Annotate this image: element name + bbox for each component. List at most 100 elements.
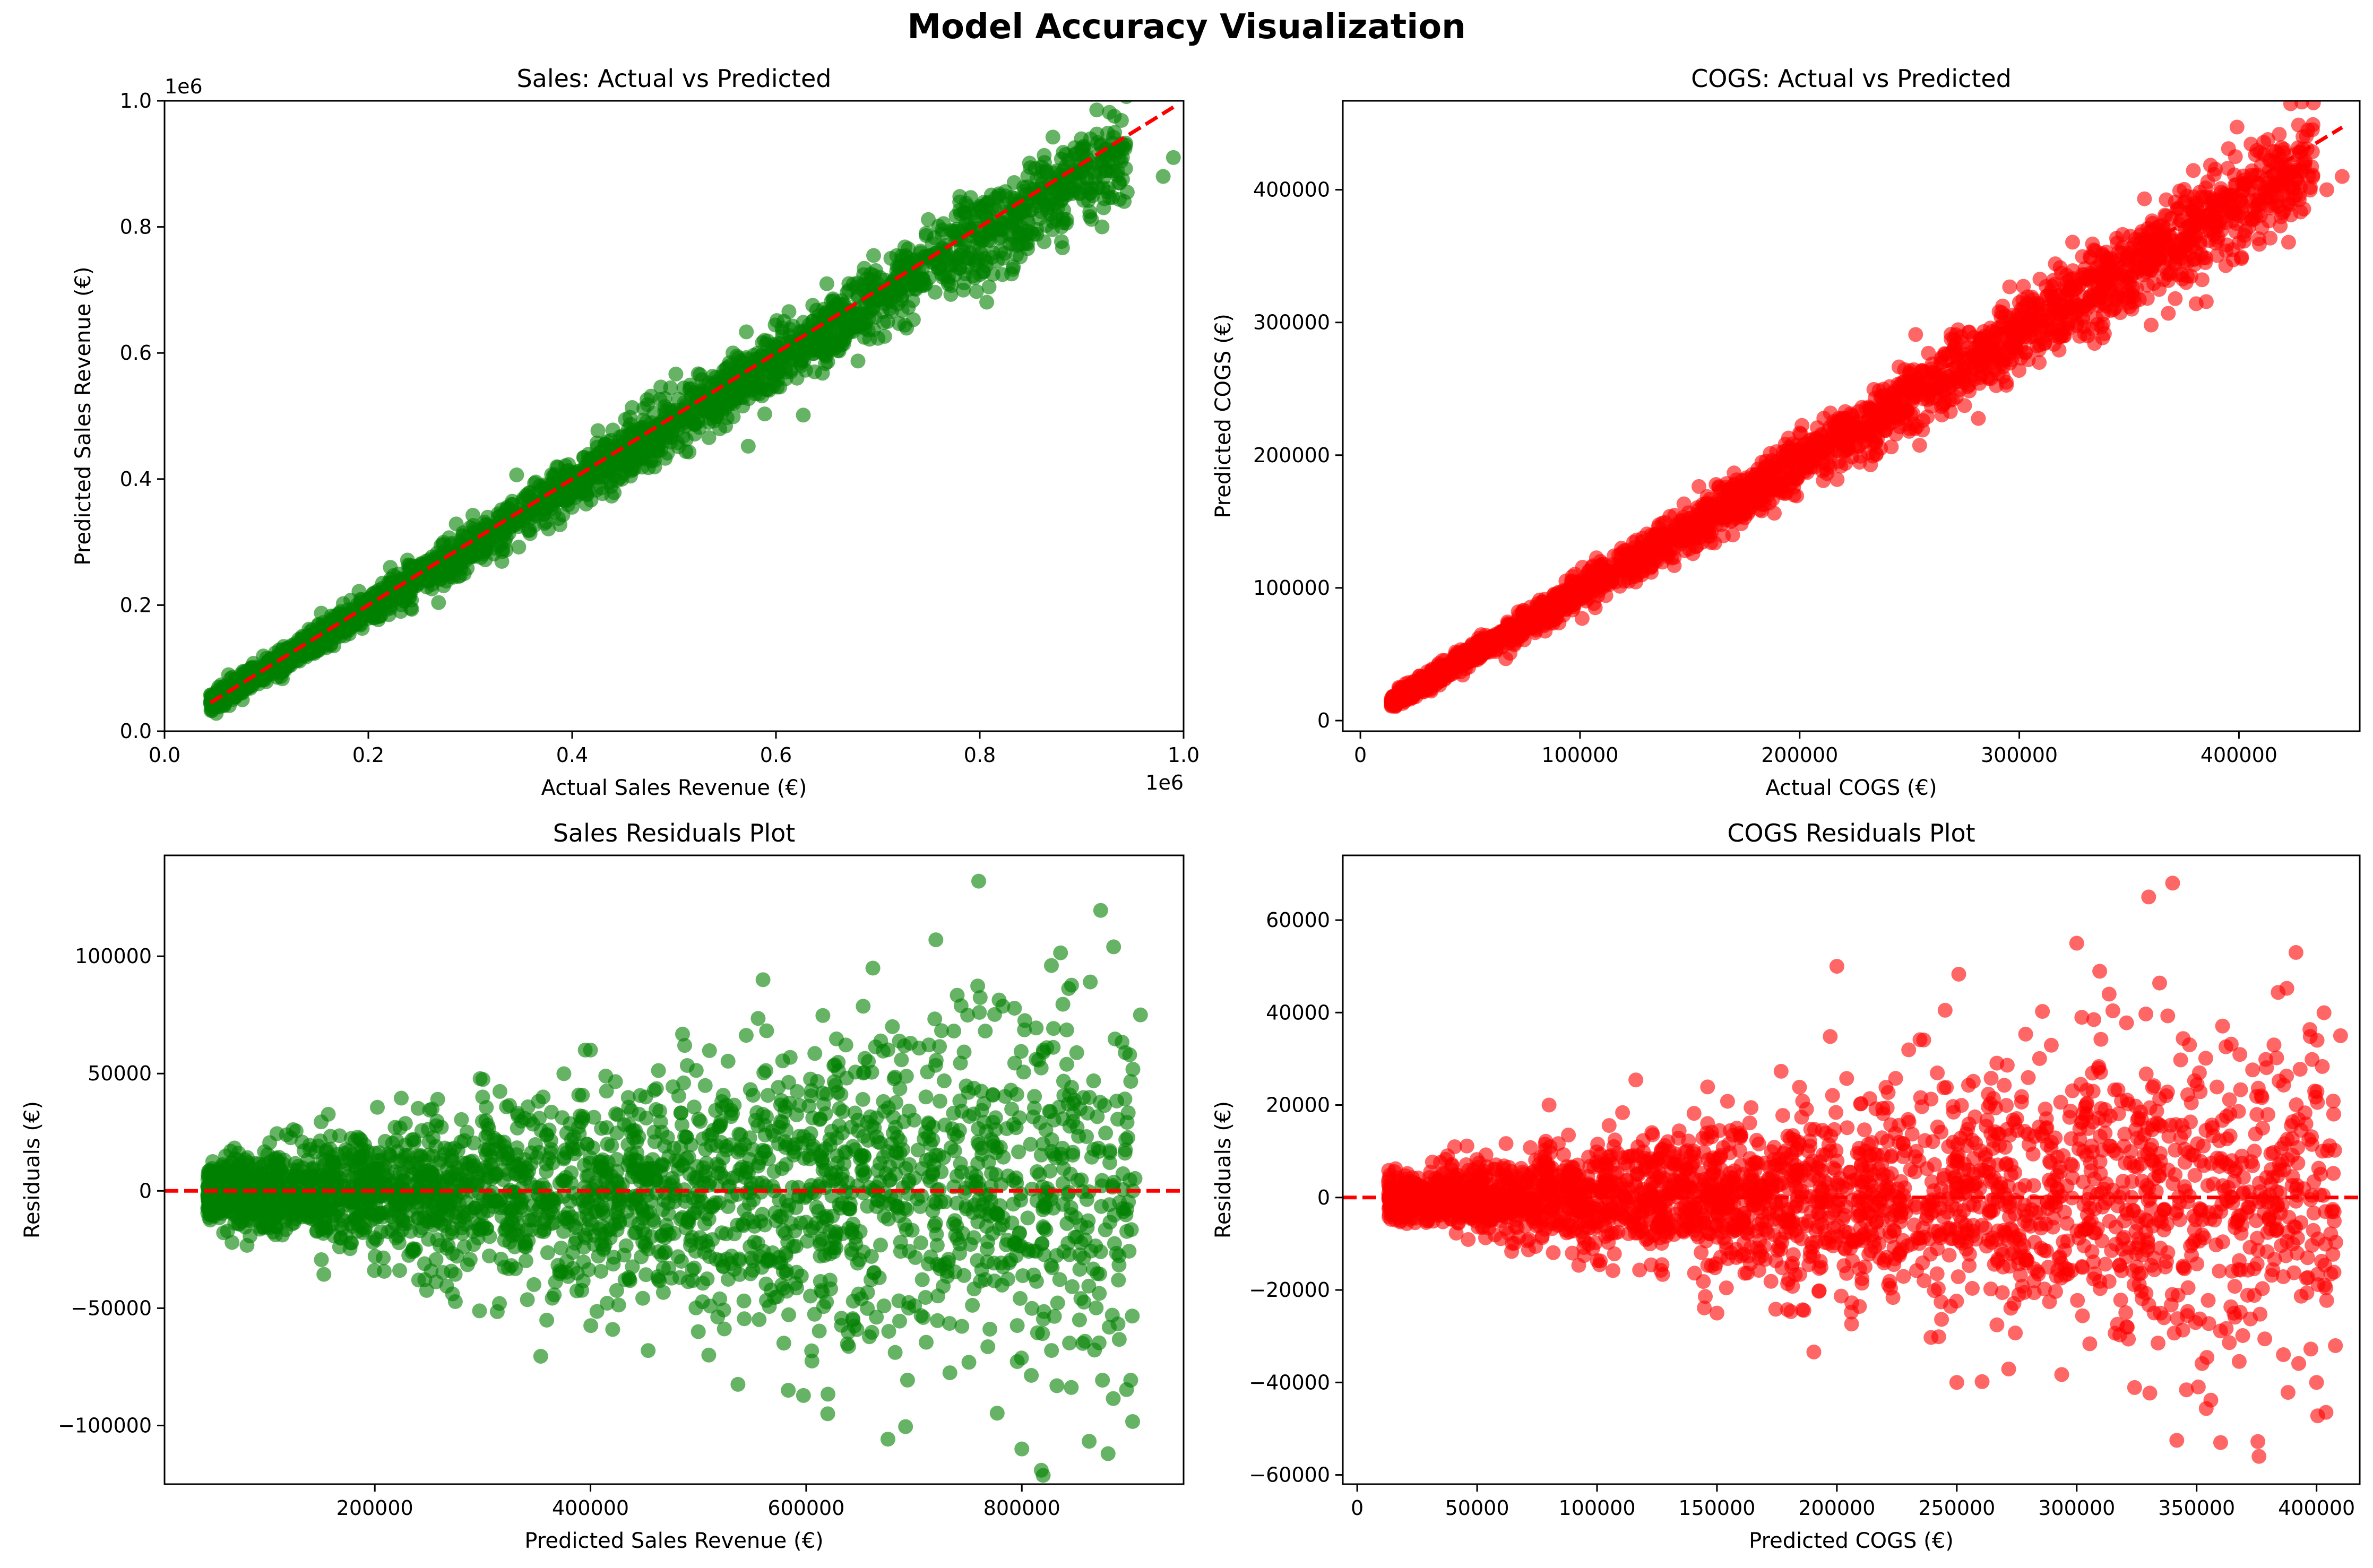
data-point xyxy=(2141,889,2156,905)
data-point xyxy=(1133,1007,1148,1023)
data-point xyxy=(1396,689,1412,704)
x-tick-label: 0.6 xyxy=(760,743,792,767)
x-tick-label: 400000 xyxy=(2201,743,2277,767)
y-tick-label: 0.2 xyxy=(120,593,152,617)
data-point xyxy=(2275,182,2291,197)
subplot-title: COGS: Actual vs Predicted xyxy=(1691,64,2012,93)
x-tick-label: 0 xyxy=(1354,743,1367,767)
y-tick-label: −50000 xyxy=(71,1296,152,1320)
x-tick-label: 200000 xyxy=(336,1496,413,1520)
x-tick-label: 0.4 xyxy=(556,743,588,767)
data-point xyxy=(1054,175,1069,190)
y-tick-label: −40000 xyxy=(1249,1371,1330,1394)
plot-area-sales_scatter xyxy=(203,101,1181,721)
subplot-sales_residuals: 200000 400000 600000 800000 −100000 −50000 0 50… xyxy=(20,819,1185,1553)
y-axis-label: Predicted Sales Revenue (€) xyxy=(71,266,96,565)
figure-title: Model Accuracy Visualization xyxy=(907,7,1466,47)
axes-frame xyxy=(163,100,1185,732)
data-point xyxy=(2213,1435,2228,1450)
data-point xyxy=(367,1230,383,1245)
data-point xyxy=(748,352,763,367)
data-point xyxy=(971,873,986,889)
data-point xyxy=(2333,1028,2348,1043)
x-tick-label: 0 xyxy=(1351,1496,1364,1520)
x-tick-label: 150000 xyxy=(1678,1496,1755,1520)
data-point xyxy=(1155,169,1171,184)
x-tick-label: 0.8 xyxy=(964,743,996,767)
x-axis-label: Actual COGS (€) xyxy=(1765,776,1937,800)
data-point xyxy=(1166,150,1181,165)
data-point xyxy=(820,1406,835,1422)
axes-frame xyxy=(1342,854,2361,1485)
axes-frame xyxy=(163,854,1185,1485)
data-point xyxy=(1748,467,1763,483)
y-tick-label: 50000 xyxy=(88,1062,152,1085)
x-tick-label: 200000 xyxy=(1798,1496,1875,1520)
data-point xyxy=(2334,169,2350,184)
y-tick-label: 100000 xyxy=(75,945,152,968)
plot-area-cogs_residuals xyxy=(1343,876,2360,1464)
data-point xyxy=(1014,1441,1030,1457)
axes-frame xyxy=(1342,100,2361,732)
data-point xyxy=(279,651,295,666)
data-point xyxy=(2165,876,2180,891)
data-point xyxy=(2251,1449,2267,1464)
data-point xyxy=(1541,1097,1557,1113)
x-axis-label: Actual Sales Revenue (€) xyxy=(541,776,807,800)
point-cloud-cogs_scatter xyxy=(1384,101,2321,714)
x-tick-label: 0.0 xyxy=(149,743,180,767)
y-axis-label: Residuals (€) xyxy=(1211,1101,1236,1238)
subplot-title: Sales: Actual vs Predicted xyxy=(516,64,831,93)
x-tick-label: 100000 xyxy=(1541,743,1618,767)
x-tick-label: 600000 xyxy=(767,1496,844,1520)
x-tick-label: 50000 xyxy=(1445,1496,1509,1520)
reference-line xyxy=(209,105,1175,705)
x-tick-label: 300000 xyxy=(1981,743,2058,767)
x-tick-label: 400000 xyxy=(2278,1496,2355,1520)
y-tick-label: 400000 xyxy=(1253,178,1330,202)
data-point xyxy=(1036,1042,1051,1058)
data-point xyxy=(1122,1047,1137,1062)
data-point xyxy=(687,402,702,418)
data-point xyxy=(1094,219,1110,235)
data-point xyxy=(2069,935,2084,951)
x-offset-label: 1e6 xyxy=(1145,771,1184,794)
x-tick-label: 400000 xyxy=(552,1496,629,1520)
x-tick-label: 250000 xyxy=(1918,1496,1995,1520)
y-tick-label: 0.4 xyxy=(120,467,152,491)
subplot-cogs_scatter: 0 100000 200000 300000 400000 0 100000 200000 30… xyxy=(1211,64,2361,800)
y-axis-label: Residuals (€) xyxy=(20,1101,45,1238)
data-point xyxy=(755,972,771,987)
y-tick-label: 100000 xyxy=(1253,576,1330,600)
data-point xyxy=(1397,1181,1413,1196)
plot-area-cogs_scatter xyxy=(1384,101,2350,714)
subplot-title: Sales Residuals Plot xyxy=(553,819,796,847)
y-tick-label: 60000 xyxy=(1266,908,1330,932)
y-offset-label: 1e6 xyxy=(165,75,203,98)
reference-line xyxy=(1390,126,2343,704)
data-point xyxy=(1949,1375,1964,1390)
y-tick-label: 1.0 xyxy=(120,89,152,112)
y-tick-label: 0 xyxy=(1317,709,1330,732)
y-tick-label: −20000 xyxy=(1249,1278,1330,1302)
data-point xyxy=(2309,1375,2324,1390)
point-cloud-sales_scatter xyxy=(203,101,1135,721)
data-point xyxy=(2100,255,2115,271)
data-point xyxy=(1709,1305,1724,1321)
x-tick-label: 800000 xyxy=(983,1496,1060,1520)
data-point xyxy=(885,1019,900,1034)
x-tick-label: 200000 xyxy=(1761,743,1838,767)
x-tick-label: 100000 xyxy=(1558,1496,1635,1520)
data-point xyxy=(260,1172,275,1187)
subplot-title: COGS Residuals Plot xyxy=(1727,819,1975,847)
data-point xyxy=(1115,150,1130,165)
point-cloud-sales_residuals xyxy=(200,903,1143,1483)
subplot-cogs_residuals: 0 50000 100000 150000 200000 250000 300000 3500… xyxy=(1211,819,2361,1553)
y-tick-label: −60000 xyxy=(1249,1463,1330,1487)
y-axis-label: Predicted COGS (€) xyxy=(1211,314,1236,518)
x-tick-label: 300000 xyxy=(2038,1496,2115,1520)
plot-area-sales_residuals xyxy=(165,873,1184,1483)
y-tick-label: 0.0 xyxy=(120,720,152,743)
